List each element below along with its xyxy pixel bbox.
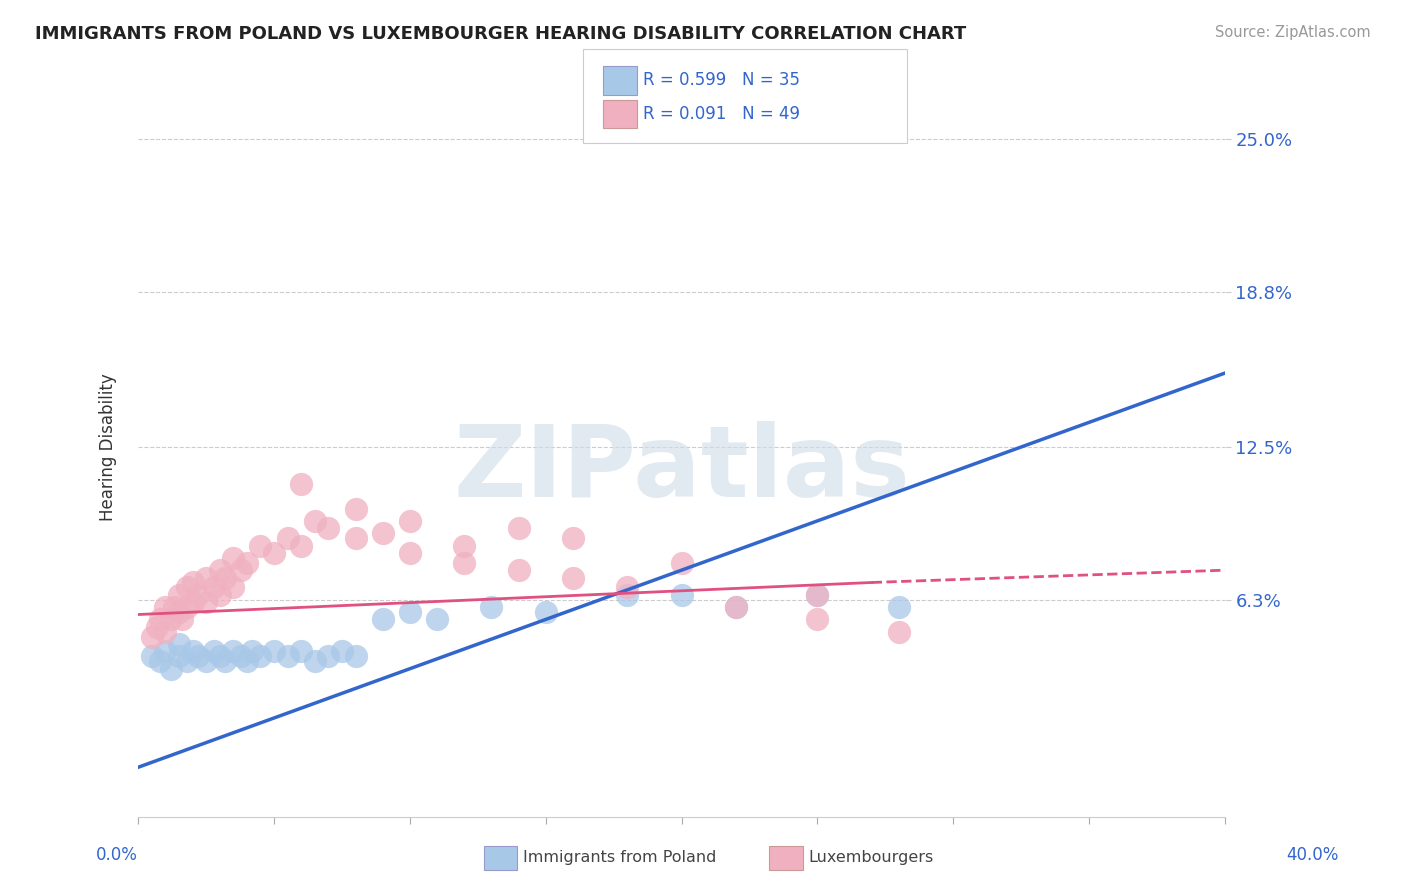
- Point: [167, 637, 190, 651]
- Point: [561, 570, 583, 584]
- Point: [222, 581, 245, 595]
- Point: [290, 477, 312, 491]
- Point: [399, 546, 422, 560]
- Point: [344, 531, 367, 545]
- Point: [534, 605, 557, 619]
- Point: [290, 644, 312, 658]
- Y-axis label: Hearing Disability: Hearing Disability: [100, 373, 117, 521]
- Point: [304, 514, 326, 528]
- Point: [887, 600, 910, 615]
- Point: [141, 630, 163, 644]
- Point: [208, 649, 231, 664]
- Point: [236, 556, 259, 570]
- Point: [318, 521, 340, 535]
- Point: [616, 581, 638, 595]
- Point: [806, 588, 828, 602]
- Point: [176, 600, 198, 615]
- Point: [162, 600, 184, 615]
- Point: [149, 654, 172, 668]
- Point: [561, 531, 583, 545]
- Point: [249, 539, 271, 553]
- Point: [806, 588, 828, 602]
- Point: [214, 654, 236, 668]
- Point: [159, 612, 181, 626]
- Point: [208, 563, 231, 577]
- Point: [344, 501, 367, 516]
- Point: [724, 600, 747, 615]
- Point: [399, 605, 422, 619]
- Point: [236, 654, 259, 668]
- Text: 40.0%: 40.0%: [1286, 846, 1339, 863]
- Point: [176, 654, 198, 668]
- Point: [508, 521, 530, 535]
- Point: [240, 644, 263, 658]
- Point: [290, 539, 312, 553]
- Text: R = 0.091   N = 49: R = 0.091 N = 49: [643, 105, 800, 123]
- Point: [167, 605, 190, 619]
- Point: [263, 546, 285, 560]
- Point: [887, 624, 910, 639]
- Point: [231, 649, 253, 664]
- Point: [187, 649, 209, 664]
- Point: [806, 612, 828, 626]
- Point: [187, 588, 209, 602]
- Point: [202, 581, 225, 595]
- Point: [453, 539, 475, 553]
- Point: [371, 526, 394, 541]
- Point: [249, 649, 271, 664]
- Point: [277, 531, 299, 545]
- Point: [399, 514, 422, 528]
- Text: Luxembourgers: Luxembourgers: [808, 850, 934, 865]
- Point: [155, 600, 177, 615]
- Point: [181, 595, 204, 609]
- Point: [671, 588, 693, 602]
- Point: [222, 550, 245, 565]
- Point: [616, 588, 638, 602]
- Point: [330, 644, 353, 658]
- Point: [181, 575, 204, 590]
- Point: [155, 624, 177, 639]
- Text: ZIPatlas: ZIPatlas: [453, 421, 910, 517]
- Point: [371, 612, 394, 626]
- Point: [159, 662, 181, 676]
- Text: R = 0.599   N = 35: R = 0.599 N = 35: [643, 71, 800, 89]
- Point: [181, 644, 204, 658]
- Point: [304, 654, 326, 668]
- Point: [149, 612, 172, 626]
- Point: [208, 588, 231, 602]
- Text: Immigrants from Poland: Immigrants from Poland: [523, 850, 717, 865]
- Point: [167, 588, 190, 602]
- Point: [146, 620, 169, 634]
- Point: [214, 570, 236, 584]
- Text: IMMIGRANTS FROM POLAND VS LUXEMBOURGER HEARING DISABILITY CORRELATION CHART: IMMIGRANTS FROM POLAND VS LUXEMBOURGER H…: [35, 25, 966, 43]
- Point: [724, 600, 747, 615]
- Text: Source: ZipAtlas.com: Source: ZipAtlas.com: [1215, 25, 1371, 40]
- Point: [263, 644, 285, 658]
- Point: [176, 581, 198, 595]
- Point: [195, 570, 218, 584]
- Point: [222, 644, 245, 658]
- Text: 0.0%: 0.0%: [96, 846, 138, 863]
- Point: [195, 595, 218, 609]
- Point: [426, 612, 449, 626]
- Point: [141, 649, 163, 664]
- Point: [231, 563, 253, 577]
- Point: [167, 649, 190, 664]
- Point: [195, 654, 218, 668]
- Point: [479, 600, 502, 615]
- Point: [202, 644, 225, 658]
- Point: [155, 644, 177, 658]
- Point: [671, 556, 693, 570]
- Point: [344, 649, 367, 664]
- Point: [277, 649, 299, 664]
- Point: [170, 612, 193, 626]
- Point: [318, 649, 340, 664]
- Point: [508, 563, 530, 577]
- Point: [453, 556, 475, 570]
